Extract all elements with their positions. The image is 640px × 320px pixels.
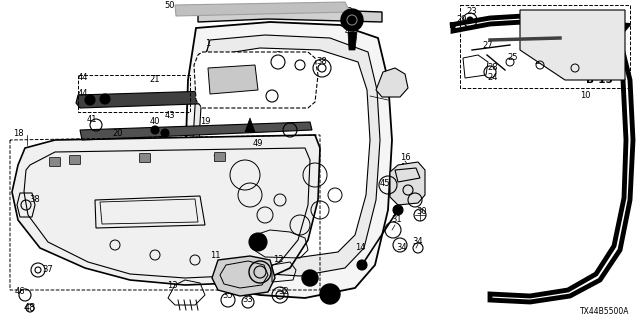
Polygon shape <box>376 68 408 97</box>
Text: 23: 23 <box>467 7 477 17</box>
Polygon shape <box>520 10 625 80</box>
FancyBboxPatch shape <box>49 157 61 166</box>
Circle shape <box>341 9 363 31</box>
Text: 47: 47 <box>210 93 220 102</box>
Text: 44: 44 <box>77 89 88 98</box>
Text: 21: 21 <box>150 76 160 84</box>
Text: 2: 2 <box>197 53 203 62</box>
Text: 38: 38 <box>29 196 40 204</box>
Polygon shape <box>193 35 380 276</box>
Text: 28: 28 <box>488 63 499 73</box>
Text: 12: 12 <box>273 255 284 265</box>
Text: 30: 30 <box>417 207 428 217</box>
Text: 40: 40 <box>150 117 160 126</box>
Text: 18: 18 <box>13 129 23 138</box>
Polygon shape <box>348 32 357 50</box>
Text: 15: 15 <box>327 289 337 298</box>
Text: 42: 42 <box>343 7 353 17</box>
Text: 32: 32 <box>278 287 289 297</box>
FancyBboxPatch shape <box>214 153 225 162</box>
Text: 19: 19 <box>200 117 211 126</box>
Text: 51: 51 <box>387 81 397 90</box>
Circle shape <box>85 95 95 105</box>
Text: 25: 25 <box>508 52 518 61</box>
Text: 10: 10 <box>580 91 590 100</box>
Text: 34: 34 <box>397 244 407 252</box>
Text: 48: 48 <box>24 303 36 313</box>
Text: 35: 35 <box>223 292 234 300</box>
Text: 33: 33 <box>243 295 253 305</box>
Text: 6: 6 <box>302 53 308 62</box>
Text: FR.: FR. <box>579 33 600 43</box>
Text: 43: 43 <box>164 110 175 119</box>
Text: 25: 25 <box>535 58 545 67</box>
Text: 38: 38 <box>317 58 328 67</box>
Circle shape <box>357 260 367 270</box>
Text: 31: 31 <box>392 215 403 225</box>
Text: 39: 39 <box>307 271 317 281</box>
Text: 8: 8 <box>397 173 403 182</box>
Text: 24: 24 <box>488 74 499 83</box>
Text: B-15: B-15 <box>586 75 612 85</box>
Text: 13: 13 <box>166 281 177 290</box>
Circle shape <box>161 129 169 137</box>
Polygon shape <box>208 65 258 94</box>
Text: 42: 42 <box>260 267 271 276</box>
Circle shape <box>151 126 159 134</box>
Circle shape <box>320 284 340 304</box>
Text: 20: 20 <box>113 129 124 138</box>
Text: 27: 27 <box>483 41 493 50</box>
Text: 34: 34 <box>413 236 423 245</box>
Text: TX44B5500A: TX44B5500A <box>580 308 630 316</box>
Text: 14: 14 <box>355 244 365 252</box>
Text: 50: 50 <box>164 2 175 11</box>
Polygon shape <box>175 2 350 16</box>
Circle shape <box>393 205 403 215</box>
Text: 17: 17 <box>400 164 410 172</box>
FancyBboxPatch shape <box>70 156 81 164</box>
Polygon shape <box>245 118 255 132</box>
Text: 43: 43 <box>345 28 355 36</box>
Text: 29: 29 <box>457 15 467 25</box>
Text: 4: 4 <box>273 92 278 100</box>
Polygon shape <box>390 162 425 205</box>
Polygon shape <box>12 135 320 285</box>
Circle shape <box>302 270 318 286</box>
Polygon shape <box>212 256 275 296</box>
Text: 1: 1 <box>205 39 211 49</box>
Text: 25: 25 <box>573 58 583 67</box>
Polygon shape <box>186 22 392 298</box>
Text: 3: 3 <box>275 51 281 60</box>
Circle shape <box>467 17 473 23</box>
Text: 7: 7 <box>212 156 218 164</box>
Polygon shape <box>199 48 370 258</box>
Text: 5: 5 <box>216 74 221 83</box>
Text: 37: 37 <box>43 266 53 275</box>
Text: 36: 36 <box>410 194 420 203</box>
Text: 26: 26 <box>560 30 570 39</box>
Text: 41: 41 <box>87 116 97 124</box>
Text: 11: 11 <box>210 251 220 260</box>
Text: 49: 49 <box>253 139 263 148</box>
Circle shape <box>100 94 110 104</box>
Text: 9: 9 <box>397 186 403 195</box>
Polygon shape <box>80 122 312 140</box>
Polygon shape <box>198 8 382 22</box>
Polygon shape <box>76 88 312 108</box>
Text: 44: 44 <box>77 74 88 83</box>
Text: 16: 16 <box>400 154 410 163</box>
Polygon shape <box>194 52 318 108</box>
Circle shape <box>249 233 267 251</box>
FancyBboxPatch shape <box>140 154 150 163</box>
Text: 22: 22 <box>608 15 618 25</box>
Text: 46: 46 <box>15 287 26 297</box>
Text: 45: 45 <box>380 179 390 188</box>
